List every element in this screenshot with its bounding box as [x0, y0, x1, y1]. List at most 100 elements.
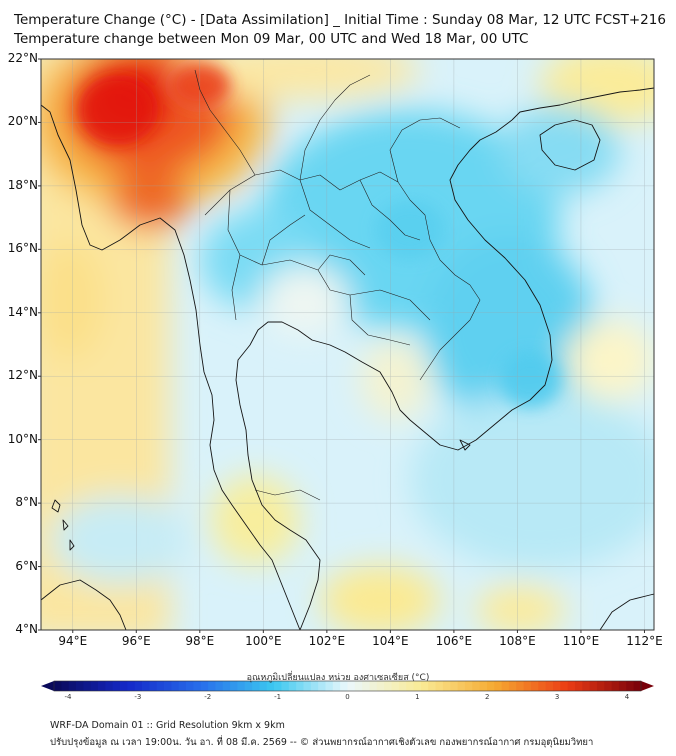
colorbar-cell: [391, 681, 400, 691]
lat-label: 16°N: [7, 241, 38, 256]
colorbar-cell: [508, 681, 517, 691]
lat-label: 18°N: [7, 177, 38, 192]
colorbar-cell: [230, 681, 238, 691]
colorbar-cell: [384, 681, 392, 691]
colorbar-right-arrow: [641, 681, 654, 691]
colorbar-cell: [376, 681, 385, 691]
colorbar-cell: [340, 681, 348, 691]
footer-domain-info: WRF-DA Domain 01 :: Grid Resolution 9km …: [50, 720, 285, 731]
lat-label: 14°N: [7, 304, 38, 319]
colorbar-tick-label: -1: [274, 693, 282, 701]
colorbar-frame: [53, 680, 642, 692]
colorbar-cell: [611, 681, 620, 691]
colorbar-left-arrow: [41, 681, 54, 691]
colorbar-cell: [464, 681, 473, 691]
colorbar-cell: [90, 681, 99, 691]
colorbar-cell: [215, 681, 224, 691]
axis-ticks: [38, 58, 645, 633]
colorbar-title: อุณหภูมิเปลี่ยนแปลง หน่วย องศาเซลเซียส (…: [246, 673, 430, 683]
colorbar-cell: [281, 681, 290, 691]
colorbar-cell: [604, 681, 613, 691]
colorbar-cell: [325, 681, 334, 691]
footer-update-info: ปรับปรุงข้อมูล ณ เวลา 19:00น. วัน อา. ที…: [50, 737, 594, 748]
colorbar-cell: [61, 681, 70, 691]
colorbar-cell: [274, 681, 282, 691]
colorbar-cell: [142, 681, 150, 691]
colorbar-cell: [582, 681, 591, 691]
colorbar-cell: [362, 681, 370, 691]
colorbar-cell: [633, 681, 642, 691]
colorbar-cell: [479, 681, 488, 691]
colorbar-cell: [164, 681, 172, 691]
lon-label: 108°E: [499, 634, 536, 648]
colorbar-cell: [120, 681, 128, 691]
lat-label: 8°N: [15, 495, 38, 510]
chart-subtitle: Temperature change between Mon 09 Mar, 0…: [14, 31, 529, 47]
colorbar-cell: [420, 681, 429, 691]
chart-title: Temperature Change (°C) - [Data Assimila…: [14, 12, 666, 28]
lat-label: 22°N: [7, 51, 38, 65]
country-borders: [194, 69, 481, 501]
colorbar-tick-label: 4: [624, 693, 630, 701]
colorbar-cell: [332, 681, 341, 691]
colorbar-cell: [354, 681, 363, 691]
map-frame: [40, 58, 655, 631]
colorbar-cell: [156, 681, 165, 691]
colorbar-cell: [208, 681, 216, 691]
colorbar-cell: [252, 681, 260, 691]
colorbar-cell: [574, 681, 583, 691]
colorbar-cell: [501, 681, 510, 691]
colorbar-cell: [68, 681, 77, 691]
lon-label: 106°E: [435, 634, 473, 648]
colorbar-cell: [259, 681, 268, 691]
colorbar-cell: [435, 681, 444, 691]
colorbar-cell: [538, 681, 547, 691]
colorbar-cell: [626, 681, 635, 691]
colorbar-cell: [288, 681, 297, 691]
colorbar-cell: [303, 681, 312, 691]
colorbar-cell: [589, 681, 598, 691]
lat-label: 20°N: [7, 114, 38, 129]
lat-label: 10°N: [7, 431, 38, 446]
colorbar-cell: [596, 681, 605, 691]
colorbar-cell: [486, 681, 495, 691]
colorbar-cell: [171, 681, 180, 691]
colorbar-cell: [127, 681, 136, 691]
colorbar-cell: [296, 681, 304, 691]
colorbar-cell: [347, 681, 356, 691]
colorbar-cell: [222, 681, 231, 691]
colorbar-cell: [134, 681, 143, 691]
colorbar-cell: [186, 681, 194, 691]
colorbar-cell: [149, 681, 158, 691]
colorbar-cell: [545, 681, 554, 691]
colorbar-tick-label: -3: [134, 693, 142, 701]
colorbar-tick-label: -2: [204, 693, 212, 701]
colorbar-cell: [193, 681, 202, 691]
lat-label: 12°N: [7, 368, 38, 383]
colorbar-cell: [450, 681, 458, 691]
colorbar-cell: [494, 681, 502, 691]
colorbar-cell: [318, 681, 326, 691]
lon-label: 100°E: [245, 634, 282, 648]
colorbar-tick-label: 2: [485, 693, 490, 701]
colorbar-tick-label: 1: [415, 693, 420, 701]
colorbar-cell: [237, 681, 246, 691]
colorbar-cell: [523, 681, 532, 691]
colorbar-cell: [567, 681, 576, 691]
colorbar-tick-label: -4: [64, 693, 72, 701]
lon-label: 104°E: [372, 634, 409, 648]
lon-label: 94°E: [58, 634, 88, 648]
lon-label: 110°E: [562, 634, 600, 648]
colorbar-cell: [413, 681, 422, 691]
colorbar-cell: [178, 681, 187, 691]
lat-label: 6°N: [15, 558, 38, 573]
colorbar-cell: [83, 681, 92, 691]
colorbar-cell: [398, 681, 407, 691]
lon-label: 102°E: [308, 634, 346, 648]
colorbar-cell: [98, 681, 106, 691]
colorbar-cell: [112, 681, 121, 691]
coastlines: [41, 87, 654, 630]
colorbar-cell: [428, 681, 436, 691]
temperature-field: [41, 59, 654, 630]
colorbar-cell: [310, 681, 319, 691]
